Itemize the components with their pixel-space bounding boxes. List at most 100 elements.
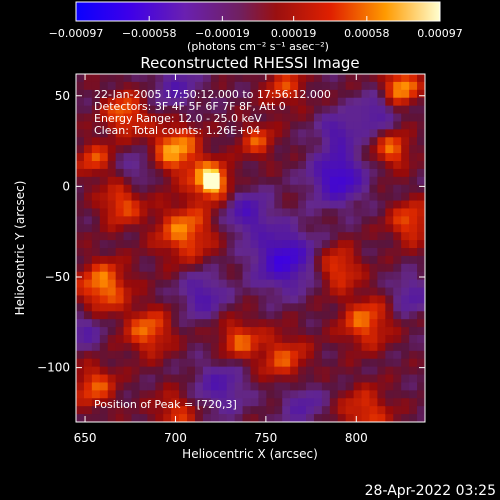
heatmap-cell: [345, 350, 355, 360]
heatmap-cell: [266, 295, 275, 304]
heatmap-cell: [329, 184, 339, 194]
heatmap-cell: [345, 255, 355, 265]
heatmap-cell: [417, 161, 425, 170]
heatmap-cell: [361, 311, 371, 320]
heatmap-cell: [83, 168, 93, 178]
heatmap-cell: [385, 113, 394, 123]
heatmap-cell: [194, 342, 204, 352]
heatmap-cell: [171, 358, 180, 368]
heatmap-cell: [417, 311, 425, 320]
heatmap-cell: [321, 161, 331, 170]
heatmap-cell: [210, 105, 220, 115]
heatmap-cell: [155, 216, 164, 225]
heatmap-cell: [385, 311, 394, 320]
heatmap-cell: [194, 184, 204, 194]
heatmap-cell: [218, 105, 228, 115]
heatmap-cell: [313, 350, 323, 360]
heatmap-cell: [409, 161, 418, 170]
heatmap-cell: [321, 271, 331, 281]
heatmap-cell: [306, 145, 315, 154]
heatmap-cell: [401, 342, 410, 352]
heatmap-cell: [353, 137, 363, 146]
heatmap-cell: [218, 390, 228, 399]
heatmap-cell: [337, 153, 347, 162]
heatmap-cell: [147, 382, 156, 391]
heatmap-cell: [202, 327, 212, 336]
heatmap-cell: [202, 200, 212, 210]
heatmap-cell: [282, 232, 291, 241]
heatmap-cell: [194, 168, 204, 178]
heatmap-cell: [361, 279, 371, 289]
heatmap-cell: [401, 121, 410, 130]
heatmap-cell: [385, 137, 394, 146]
heatmap-cell: [202, 89, 212, 99]
heatmap-cell: [202, 342, 212, 352]
heatmap-cell: [321, 295, 331, 304]
heatmap-cell: [258, 74, 267, 83]
heatmap-cell: [202, 129, 212, 138]
heatmap-cell: [290, 287, 299, 297]
heatmap-cell: [115, 295, 125, 304]
heatmap-cell: [345, 121, 355, 130]
heatmap-cell: [282, 137, 291, 146]
heatmap-cell: [107, 224, 117, 233]
heatmap-cell: [353, 74, 363, 83]
heatmap-cell: [250, 137, 260, 146]
heatmap-cell: [250, 279, 260, 289]
heatmap-cell: [226, 342, 236, 352]
heatmap-cell: [76, 335, 85, 344]
heatmap-cell: [187, 192, 196, 202]
heatmap-cell: [290, 232, 299, 241]
heatmap-cell: [76, 113, 85, 123]
heatmap-cell: [242, 161, 252, 170]
heatmap-cell: [83, 350, 93, 360]
heatmap-cell: [163, 263, 172, 273]
heatmap-cell: [274, 184, 283, 194]
heatmap-cell: [139, 232, 148, 241]
heatmap-cell: [369, 232, 379, 241]
heatmap-cell: [107, 232, 117, 241]
heatmap-cell: [369, 81, 379, 91]
heatmap-cell: [226, 137, 236, 146]
heatmap-cell: [361, 161, 371, 170]
heatmap-cell: [321, 240, 331, 249]
heatmap-cell: [76, 224, 85, 233]
heatmap-cell: [107, 382, 117, 391]
heatmap-cell: [147, 145, 156, 154]
heatmap-cell: [91, 216, 101, 225]
heatmap-cell: [393, 287, 402, 297]
heatmap-cell: [226, 184, 236, 194]
heatmap-cell: [139, 303, 148, 312]
heatmap-cell: [290, 200, 299, 210]
heatmap-cell: [163, 184, 172, 194]
heatmap-cell: [345, 74, 355, 83]
heatmap-cell: [409, 319, 418, 328]
heatmap-cell: [393, 105, 402, 115]
heatmap-cell: [345, 129, 355, 138]
heatmap-cell: [99, 287, 109, 297]
heatmap-cell: [107, 398, 117, 407]
heatmap-cell: [361, 232, 371, 241]
heatmap-cell: [171, 176, 180, 186]
heatmap-cell: [226, 248, 236, 257]
heatmap-cell: [266, 414, 275, 422]
heatmap-cell: [123, 176, 133, 186]
heatmap-cell: [274, 358, 283, 368]
heatmap-cell: [179, 216, 188, 225]
heatmap-cell: [99, 89, 109, 99]
heatmap-cell: [139, 208, 148, 217]
heatmap-cell: [377, 287, 386, 297]
heatmap-cell: [409, 248, 418, 257]
heatmap-cell: [377, 97, 386, 107]
heatmap-cell: [76, 89, 85, 99]
heatmap-cell: [250, 319, 260, 328]
heatmap-cell: [139, 200, 148, 210]
heatmap-cell: [91, 224, 101, 233]
heatmap-cell: [147, 97, 156, 107]
heatmap-cell: [266, 240, 275, 249]
heatmap-cell: [99, 263, 109, 273]
heatmap-cell: [139, 192, 148, 202]
heatmap-cell: [266, 113, 275, 123]
heatmap-cell: [377, 271, 386, 281]
heatmap-cell: [298, 121, 307, 130]
